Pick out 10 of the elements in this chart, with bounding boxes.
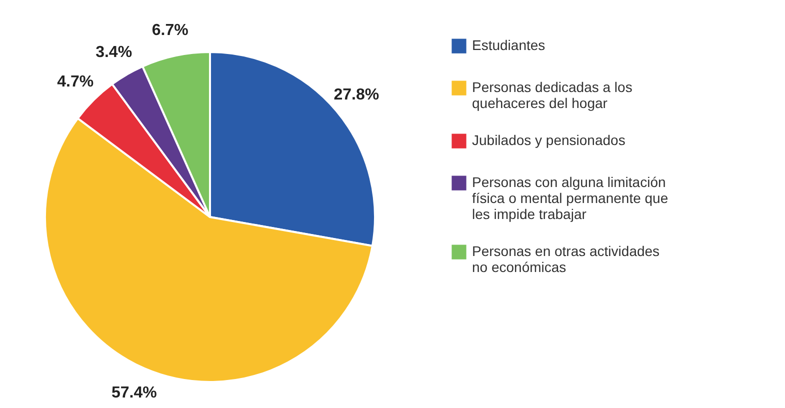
data-label: 3.4% (96, 44, 132, 61)
legend-label: Personas en otras actividades no económicas (472, 243, 660, 275)
data-label: 4.7% (57, 74, 94, 91)
legend-label: Estudiantes (472, 37, 546, 53)
legend-label: Personas con alguna limitación física o mental permanente que les impide trabajar (472, 174, 668, 222)
data-label: 6.7% (152, 22, 188, 40)
legend-label: Jubilados y pensionados (472, 132, 626, 148)
data-label: 57.4% (111, 384, 157, 402)
data-label: 27.8% (334, 86, 380, 104)
legend-label: Personas dedicadas a los quehaceres del hogar (472, 79, 632, 111)
